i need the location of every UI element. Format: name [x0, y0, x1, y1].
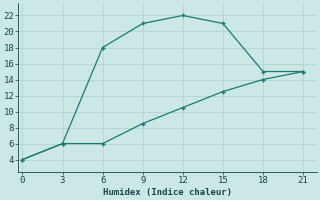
X-axis label: Humidex (Indice chaleur): Humidex (Indice chaleur) [103, 188, 232, 197]
